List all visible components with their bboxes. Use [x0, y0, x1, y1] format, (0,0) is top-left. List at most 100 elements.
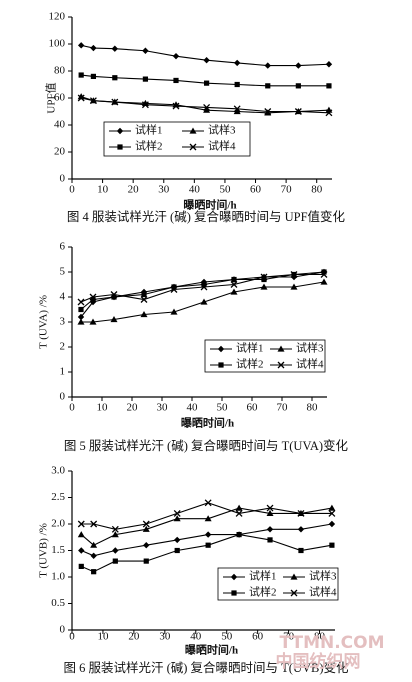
- y-tick-label: 100: [49, 38, 66, 50]
- marker: [78, 72, 84, 78]
- marker: [173, 509, 181, 517]
- marker: [142, 47, 149, 54]
- marker: [329, 542, 335, 548]
- marker: [189, 143, 197, 151]
- marker: [260, 283, 268, 290]
- marker: [265, 83, 271, 89]
- marker: [218, 362, 224, 368]
- marker: [230, 573, 238, 581]
- x-axis-label: 曝晒时间/h: [185, 643, 238, 657]
- marker: [267, 537, 273, 543]
- y-tick-label: 1.0: [51, 571, 65, 583]
- marker: [111, 45, 119, 52]
- series-line: [80, 271, 325, 318]
- marker: [77, 313, 85, 321]
- y-axis-label: T (UVB) /%: [38, 523, 50, 578]
- watermark-site: TTMN.COM: [279, 633, 384, 653]
- marker: [143, 558, 149, 564]
- marker: [277, 361, 285, 369]
- marker: [172, 102, 180, 110]
- legend-label: 试样4: [309, 585, 337, 599]
- marker: [110, 316, 118, 323]
- marker: [236, 532, 242, 538]
- marker: [290, 283, 298, 290]
- y-tick-label: 0: [60, 173, 66, 185]
- marker: [89, 318, 97, 325]
- y-tick-label: 4: [60, 291, 66, 303]
- marker: [174, 547, 180, 554]
- legend-label: 试样3: [208, 123, 236, 137]
- marker: [298, 547, 304, 554]
- marker: [172, 52, 180, 60]
- marker: [89, 97, 97, 105]
- marker: [297, 526, 305, 533]
- marker: [266, 526, 274, 533]
- x-tick-label: 80: [307, 402, 319, 414]
- marker: [78, 563, 84, 569]
- legend-label: 试样2: [135, 139, 163, 153]
- marker: [217, 345, 225, 353]
- marker: [264, 62, 271, 69]
- x-tick-label: 60: [252, 631, 264, 643]
- marker: [295, 62, 302, 69]
- marker: [112, 558, 118, 564]
- series-line: [80, 273, 324, 303]
- marker: [203, 80, 210, 86]
- marker: [203, 103, 211, 111]
- y-tick-label: 2: [60, 341, 66, 353]
- marker: [261, 276, 267, 283]
- marker: [141, 101, 149, 109]
- y-tick-label: 0: [60, 624, 66, 636]
- y-tick-label: 0: [60, 391, 66, 403]
- marker: [231, 590, 237, 596]
- marker: [77, 93, 85, 100]
- marker: [90, 73, 97, 79]
- series-line: [81, 281, 325, 323]
- series-line: [81, 523, 332, 557]
- legend-label: 试样3: [309, 569, 337, 583]
- y-tick-label: 0.5: [51, 597, 65, 609]
- x-tick-label: 70: [281, 184, 293, 196]
- series-line: [80, 271, 325, 310]
- y-tick-label: 3: [60, 316, 66, 328]
- marker: [328, 504, 336, 511]
- marker: [173, 77, 179, 84]
- marker: [325, 61, 333, 68]
- y-tick-label: 2.5: [51, 491, 65, 503]
- marker: [266, 509, 274, 516]
- marker: [290, 573, 298, 580]
- x-tick-label: 20: [127, 402, 139, 414]
- marker: [294, 108, 302, 115]
- marker: [91, 569, 97, 575]
- marker: [203, 106, 211, 113]
- marker: [290, 589, 298, 597]
- marker: [189, 127, 197, 134]
- marker: [112, 75, 118, 81]
- marker: [112, 547, 119, 554]
- x-tick-label: 70: [283, 631, 295, 643]
- marker: [141, 291, 147, 298]
- legend-box: [204, 339, 326, 373]
- x-tick-label: 10: [97, 184, 109, 196]
- marker: [143, 542, 150, 549]
- marker: [78, 306, 84, 313]
- marker: [111, 98, 119, 106]
- marker: [233, 105, 241, 113]
- marker: [90, 552, 97, 559]
- marker: [140, 296, 148, 303]
- marker: [277, 345, 285, 352]
- y-axis-label: T (UVA) /%: [38, 295, 50, 349]
- marker: [297, 509, 305, 517]
- marker: [142, 520, 150, 528]
- x-tick-label: 0: [69, 184, 75, 196]
- marker: [295, 83, 301, 89]
- y-tick-label: 60: [54, 92, 66, 104]
- marker: [264, 108, 272, 115]
- marker: [204, 499, 212, 507]
- marker: [230, 281, 238, 288]
- series-line: [81, 502, 332, 530]
- marker: [321, 269, 327, 275]
- y-tick-label: 3.0: [51, 465, 65, 477]
